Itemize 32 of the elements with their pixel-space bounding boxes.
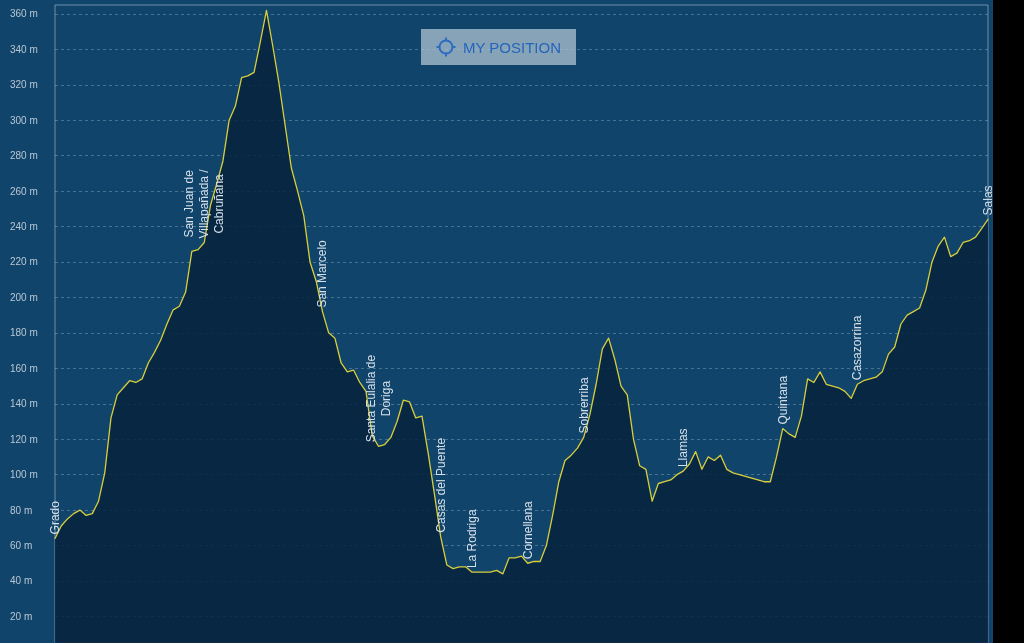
- x-tick-label: La Rodriga: [464, 509, 479, 569]
- y-tick-label: 240 m: [10, 221, 38, 233]
- y-tick-label: 120 m: [10, 433, 38, 445]
- y-tick-label: 360 m: [10, 8, 38, 20]
- x-tick-label: Quintana: [775, 375, 790, 425]
- y-tick-label: 140 m: [10, 398, 38, 410]
- position-button[interactable]: MY POSITION: [421, 29, 576, 65]
- y-tick-label: 280 m: [10, 150, 38, 162]
- x-tick-label: Sobrerriba: [576, 377, 591, 434]
- y-tick-label: 180 m: [10, 327, 38, 339]
- annotation: MY POSITION: [462, 38, 562, 56]
- x-tick-label: Santa Eulalia de Doriga: [363, 354, 393, 443]
- y-tick-label: 260 m: [10, 185, 38, 197]
- x-tick-label: Salas: [981, 185, 995, 216]
- x-tick-label: Grado: [48, 500, 62, 535]
- x-tick-label: Cornellana: [520, 500, 535, 560]
- y-tick-label: 320 m: [10, 79, 38, 91]
- x-tick-label: Llamas: [676, 428, 691, 468]
- x-tick-label: Casas del Puente: [433, 437, 448, 533]
- y-tick-label: 200 m: [10, 291, 38, 303]
- y-tick-label: 80 m: [10, 504, 33, 516]
- y-tick-label: 220 m: [10, 256, 38, 268]
- x-tick-label: San Marcelo: [315, 239, 330, 308]
- y-tick-label: 60 m: [10, 540, 33, 552]
- y-tick-label: 340 m: [10, 43, 38, 55]
- y-tick-label: 300 m: [10, 114, 38, 126]
- x-tick-label: Casazorrina: [850, 315, 865, 381]
- x-tick-label: San Juan de Villapañada / Cabruñana: [182, 168, 227, 239]
- y-tick-label: 20 m: [10, 610, 33, 622]
- y-tick-label: 40 m: [10, 575, 33, 587]
- y-tick-label: 100 m: [10, 469, 38, 481]
- y-tick-label: 160 m: [10, 362, 38, 374]
